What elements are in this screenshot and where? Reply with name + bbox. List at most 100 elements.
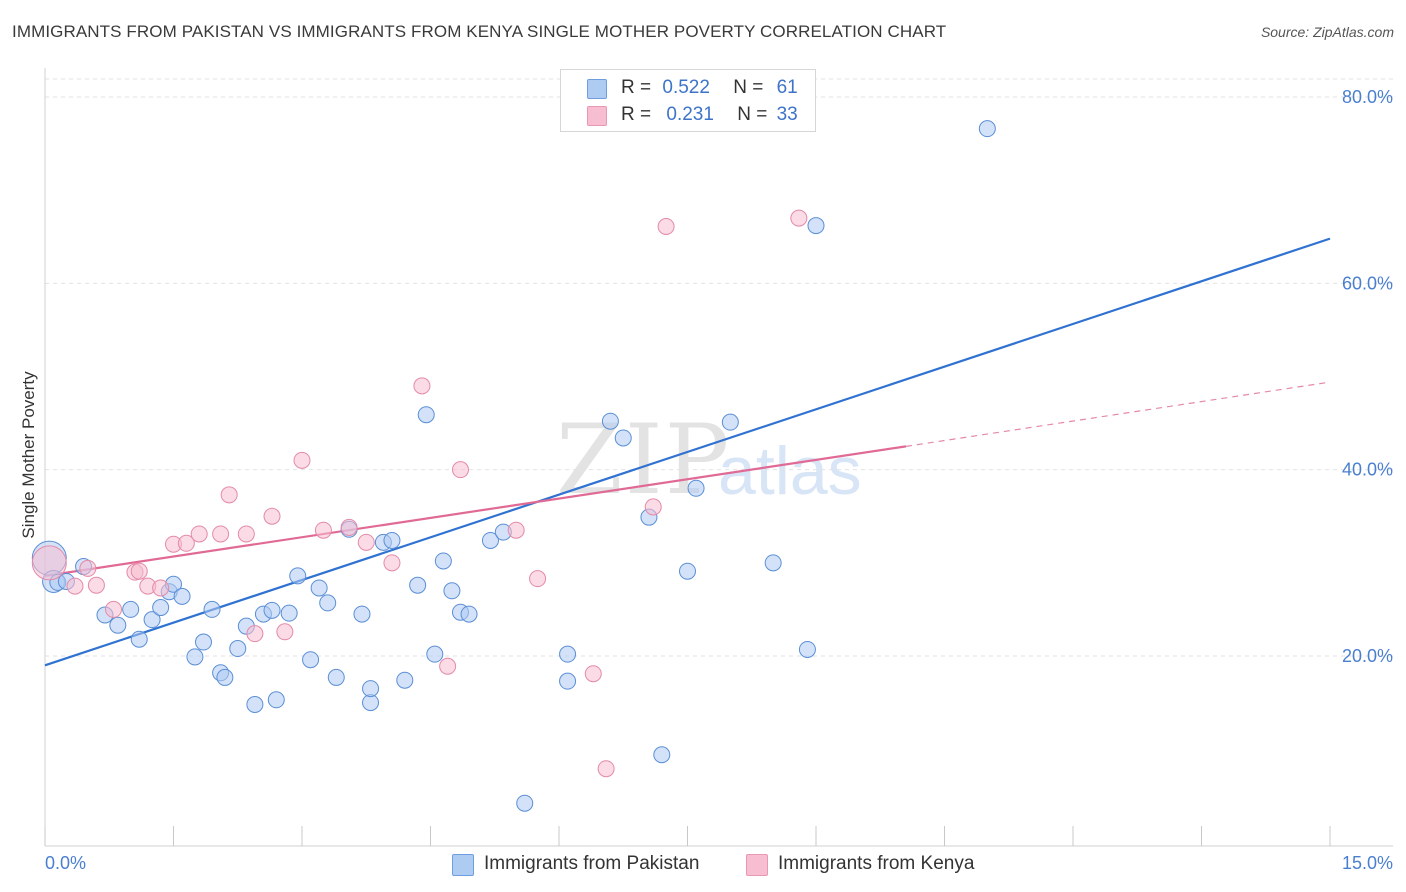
y-tick-label: 40.0% (1342, 460, 1393, 480)
point-pakistan (978, 120, 996, 138)
point-pakistan (443, 582, 461, 600)
point-pakistan (143, 611, 161, 629)
point-pakistan (186, 648, 204, 666)
point-pakistan (319, 594, 337, 612)
axes (44, 68, 1393, 847)
point-kenya (584, 665, 602, 683)
point-pakistan (679, 562, 696, 580)
point-pakistan (396, 671, 414, 689)
n-value-kenya: 33 (776, 104, 798, 125)
point-pakistan (362, 680, 380, 698)
trend-line-pakistan (44, 237, 1331, 667)
point-kenya (644, 498, 662, 516)
point-kenya (657, 218, 675, 236)
trend-lines (44, 237, 1331, 667)
legend-swatch-kenya (587, 106, 607, 126)
bottom-legend-swatch-kenya (746, 854, 768, 876)
point-kenya (597, 760, 615, 778)
bottom-legend-label-kenya: Immigrants from Kenya (778, 853, 975, 874)
point-kenya (357, 533, 375, 551)
point-pakistan (807, 217, 825, 235)
point-pakistan (280, 604, 298, 622)
point-pakistan (798, 640, 816, 658)
r-value-pakistan: 0.522 (662, 77, 710, 98)
x-tick-label-min: 0.0% (45, 853, 86, 873)
bottom-legend-swatch-pakistan (452, 854, 474, 876)
point-pakistan (417, 406, 435, 424)
point-pakistan (653, 746, 671, 764)
point-pakistan (559, 645, 577, 663)
point-kenya (212, 525, 230, 543)
y-tick-label: 80.0% (1342, 87, 1393, 107)
legend-text-kenya: R = 0.231 N = 33 (621, 104, 798, 125)
point-kenya (314, 521, 332, 539)
point-pakistan (267, 691, 285, 709)
legend-swatch-pakistan (587, 79, 607, 99)
point-kenya (340, 518, 358, 536)
point-pakistan (302, 651, 320, 669)
point-kenya (177, 534, 195, 552)
point-pakistan (327, 668, 345, 686)
point-pakistan (434, 552, 452, 570)
x-tick-label-max: 15.0% (1342, 853, 1393, 873)
point-pakistan (229, 640, 247, 658)
point-kenya (293, 451, 311, 469)
point-pakistan (559, 672, 577, 690)
point-kenya (263, 507, 281, 525)
y-tick-label: 20.0% (1342, 646, 1393, 666)
correlation-legend: R = 0.522 N = 61 R = 0.231 N = 33 (560, 69, 816, 132)
point-pakistan (130, 630, 148, 648)
point-kenya (413, 377, 431, 395)
point-kenya (87, 576, 105, 594)
axis-labels: 20.0% 40.0% 60.0% 80.0% 0.0% 15.0% Single Moth… (19, 87, 1393, 873)
n-value-pakistan: 61 (776, 77, 798, 98)
watermark-zip: ZIP (556, 404, 732, 516)
point-kenya (439, 657, 457, 675)
point-kenya (105, 600, 123, 618)
point-pakistan (263, 601, 281, 619)
point-pakistan (721, 413, 739, 431)
point-kenya (237, 525, 255, 543)
trend-line-kenya (44, 445, 907, 577)
point-pakistan (460, 605, 478, 623)
point-kenya (220, 486, 238, 504)
point-pakistan (310, 579, 328, 597)
point-pakistan (764, 554, 782, 572)
bottom-legend-label-pakistan: Immigrants from Pakistan (484, 853, 700, 874)
point-pakistan (194, 633, 212, 651)
y-tick-label: 60.0% (1342, 273, 1393, 293)
trend-extension-kenya (905, 381, 1331, 447)
legend-text-pakistan: R = 0.522 N = 61 (621, 77, 798, 98)
point-kenya (152, 579, 170, 597)
source-credit: Source: ZipAtlas.com (1260, 24, 1394, 40)
point-kenya (130, 562, 148, 580)
point-kenya (276, 623, 294, 641)
point-pakistan (687, 479, 705, 497)
point-pakistan (601, 412, 619, 430)
point-pakistan (122, 600, 140, 618)
point-kenya (31, 545, 67, 581)
point-pakistan (614, 429, 632, 447)
point-pakistan (353, 605, 371, 623)
point-pakistan (109, 616, 127, 634)
point-kenya (790, 209, 808, 227)
data-points (31, 120, 996, 812)
point-pakistan (409, 576, 427, 594)
point-pakistan (516, 794, 534, 812)
point-pakistan (246, 695, 264, 713)
point-pakistan (173, 587, 191, 605)
point-kenya (66, 577, 84, 595)
point-kenya (529, 570, 547, 588)
point-kenya (79, 559, 97, 577)
point-kenya (246, 625, 264, 643)
point-pakistan (152, 599, 170, 617)
point-kenya (190, 525, 208, 543)
point-pakistan (203, 600, 221, 618)
point-kenya (451, 461, 469, 479)
point-pakistan (216, 668, 234, 686)
point-pakistan (383, 531, 401, 549)
chart-title: IMMIGRANTS FROM PAKISTAN VS IMMIGRANTS F… (12, 22, 947, 41)
gridlines (45, 78, 1393, 657)
point-pakistan (426, 645, 444, 663)
